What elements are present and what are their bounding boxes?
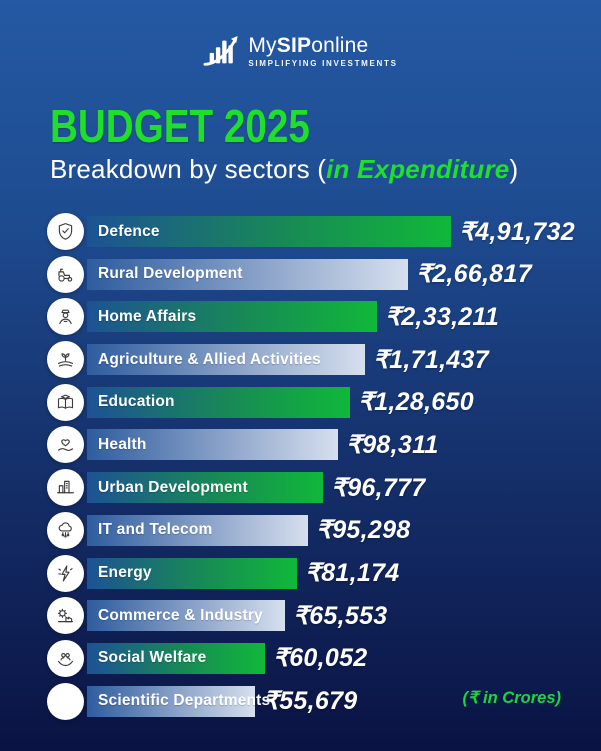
sector-label: Defence bbox=[98, 222, 160, 240]
police-officer-icon bbox=[47, 298, 84, 336]
sector-label: Urban Development bbox=[98, 478, 248, 496]
sector-label: Scientific Departments bbox=[98, 692, 271, 710]
sector-bar: Commerce & Industry bbox=[87, 600, 285, 632]
unit-note: (₹ in Crores) bbox=[462, 689, 561, 707]
subtitle-suffix: ) bbox=[509, 154, 519, 184]
sector-bar: Rural Development bbox=[87, 258, 408, 290]
sector-bar: Agriculture & Allied Activities bbox=[87, 344, 365, 376]
page-subtitle: Breakdown by sectors (in Expenditure) bbox=[50, 153, 518, 185]
page-title: BUDGET 2025 bbox=[50, 100, 310, 152]
sector-bar: Social Welfare bbox=[87, 642, 265, 674]
gear-factory-icon bbox=[47, 597, 84, 635]
sector-row-health: Health ₹98,311 bbox=[47, 426, 601, 464]
sector-label: Social Welfare bbox=[98, 649, 207, 667]
subtitle-prefix: Breakdown by sectors ( bbox=[50, 154, 327, 184]
sector-bar: Health bbox=[87, 429, 338, 461]
sector-bar: Scientific Departments bbox=[87, 685, 270, 717]
sector-label: Commerce & Industry bbox=[98, 606, 263, 624]
sector-value: ₹1,28,650 bbox=[358, 388, 474, 417]
sector-bar: Urban Development bbox=[87, 472, 323, 504]
lightning-bolt-icon bbox=[47, 554, 84, 592]
sector-value: ₹98,311 bbox=[346, 430, 439, 459]
sector-label: Home Affairs bbox=[98, 307, 197, 325]
sector-label: Health bbox=[98, 435, 147, 453]
sector-value: ₹1,71,437 bbox=[373, 345, 489, 374]
sector-label: Education bbox=[98, 393, 175, 411]
city-buildings-icon bbox=[47, 469, 84, 507]
sector-bar: Education bbox=[87, 386, 350, 418]
sector-row-social-welfare: Social Welfare ₹60,052 bbox=[47, 639, 601, 677]
sector-row-urban-development: Urban Development ₹96,777 bbox=[47, 469, 601, 507]
sector-bar-chart: Defence ₹4,91,732 Rural Development ₹2,6… bbox=[47, 213, 601, 728]
open-book-icon bbox=[47, 383, 84, 421]
sector-row-commerce-industry: Commerce & Industry ₹65,553 bbox=[47, 597, 601, 635]
sector-bar: IT and Telecom bbox=[87, 514, 308, 546]
sector-label: Agriculture & Allied Activities bbox=[98, 350, 321, 368]
sector-label: Energy bbox=[98, 564, 152, 581]
sector-bar: Defence bbox=[87, 216, 451, 247]
shield-check-icon bbox=[47, 213, 84, 250]
sector-row-it-telecom: IT and Telecom ₹95,298 bbox=[47, 511, 601, 549]
sector-row-energy: Energy ₹81,174 bbox=[47, 554, 601, 592]
sector-row-defence: Defence ₹4,91,732 bbox=[47, 213, 601, 250]
sector-label: Rural Development bbox=[98, 265, 243, 283]
sector-label: IT and Telecom bbox=[98, 521, 213, 539]
sector-value: ₹60,052 bbox=[273, 644, 368, 673]
sector-value: ₹65,553 bbox=[293, 601, 388, 630]
people-care-icon bbox=[47, 639, 84, 677]
sector-bar: Home Affairs bbox=[87, 301, 377, 333]
sprout-field-icon bbox=[47, 341, 84, 379]
sector-value: ₹81,174 bbox=[305, 559, 400, 587]
sector-value: ₹96,777 bbox=[331, 473, 426, 502]
sector-row-rural-development: Rural Development ₹2,66,817 bbox=[47, 255, 601, 293]
logo-tagline: SIMPLIFYING INVESTMENTS bbox=[248, 58, 398, 68]
sector-row-scientific-departments: Scientific Departments ₹55,679 bbox=[47, 682, 601, 720]
cloud-network-icon bbox=[47, 511, 84, 549]
sector-value: ₹55,679 bbox=[263, 687, 358, 716]
sector-value: ₹95,298 bbox=[316, 516, 411, 545]
sector-value: ₹2,33,211 bbox=[385, 302, 500, 331]
tractor-icon bbox=[47, 255, 84, 293]
sector-row-home-affairs: Home Affairs ₹2,33,211 bbox=[47, 298, 601, 336]
logo-chart-arrow-icon bbox=[203, 33, 241, 69]
blank-circle-icon bbox=[47, 682, 84, 720]
sector-value: ₹2,66,817 bbox=[416, 260, 532, 289]
sector-value: ₹4,91,732 bbox=[459, 217, 575, 246]
sector-bar: Energy bbox=[87, 557, 297, 589]
subtitle-highlight: in Expenditure bbox=[326, 154, 510, 184]
brand-logo: MySIPonline SIMPLIFYING INVESTMENTS bbox=[0, 33, 601, 69]
heart-hand-icon bbox=[47, 426, 84, 464]
sector-row-agriculture: Agriculture & Allied Activities ₹1,71,43… bbox=[47, 341, 601, 379]
sector-row-education: Education ₹1,28,650 bbox=[47, 383, 601, 421]
logo-wordmark: MySIPonline bbox=[248, 33, 369, 57]
